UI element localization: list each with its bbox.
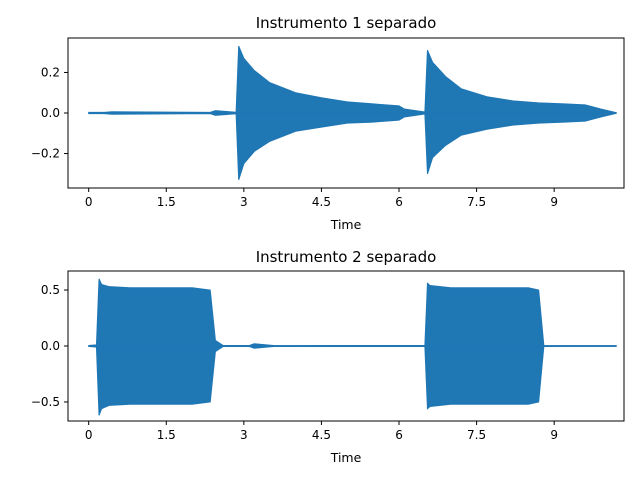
x-tick-label: 1.5 [157,428,176,442]
x-axis-label: Time [330,217,362,232]
x-tick-label: 3 [240,195,248,209]
x-axis-label: Time [330,450,362,465]
x-axis-ticks: 0 1.5 3 4.5 6 7.5 9 [85,188,558,209]
x-tick-label: 4.5 [312,195,331,209]
chart-title: Instrumento 2 separado [256,248,437,266]
y-tick-label: −0.2 [31,147,60,161]
y-tick-label: 0.2 [41,65,60,79]
subplot-1: Instrumento 1 separado 0 1.5 3 4.5 6 7.5 9 0.2… [31,14,625,232]
y-tick-label: 0.5 [41,283,60,297]
x-tick-label: 1.5 [157,195,176,209]
x-tick-label: 7.5 [467,195,486,209]
y-tick-label: 0.0 [41,339,60,353]
y-axis-ticks: 0.2 0.0 −0.2 [31,65,68,161]
x-tick-label: 6 [395,428,403,442]
waveform-series [88,278,617,416]
waveform-series [88,45,617,181]
x-axis-ticks: 0 1.5 3 4.5 6 7.5 9 [85,421,558,442]
subplot-2: Instrumento 2 separado 0 1.5 3 4.5 6 7.5 9 0.5… [31,248,625,465]
x-tick-label: 9 [550,428,558,442]
waveform-envelope [88,278,617,416]
x-tick-label: 4.5 [312,428,331,442]
x-tick-label: 0 [85,195,93,209]
y-tick-label: 0.0 [41,106,60,120]
chart-title: Instrumento 1 separado [256,14,437,32]
x-tick-label: 0 [85,428,93,442]
y-axis-ticks: 0.5 0.0 −0.5 [31,283,68,409]
x-tick-label: 9 [550,195,558,209]
x-tick-label: 7.5 [467,428,486,442]
x-tick-label: 6 [395,195,403,209]
y-tick-label: −0.5 [31,395,60,409]
x-tick-label: 3 [240,428,248,442]
